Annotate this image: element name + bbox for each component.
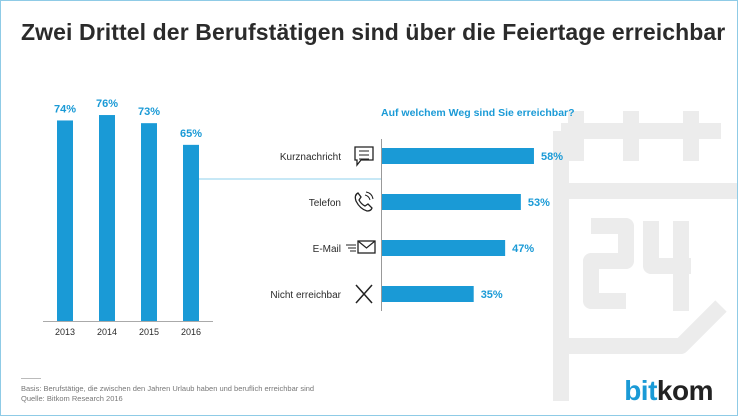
- footer-basis: Basis: Berufstätige, die zwischen den Ja…: [21, 384, 315, 393]
- data-label: 35%: [481, 289, 503, 301]
- bar-2016: [183, 144, 199, 321]
- data-label: 58%: [541, 151, 563, 163]
- bar-e-mail: [382, 240, 506, 256]
- phone-icon: [354, 191, 374, 212]
- x-tick-label: 2013: [55, 327, 75, 337]
- calendar-watermark-icon: [553, 111, 737, 401]
- footer-divider: [21, 378, 41, 379]
- bar-2014: [99, 115, 115, 321]
- bar-2015: [141, 123, 157, 321]
- x-tick-label: 2015: [139, 327, 159, 337]
- x-icon: [355, 284, 373, 304]
- bitkom-logo: bitkom: [624, 375, 713, 406]
- data-label: 65%: [180, 128, 202, 140]
- category-label: Nicht erreichbar: [270, 290, 341, 301]
- message-icon: [354, 146, 374, 167]
- bar-telefon: [382, 194, 521, 210]
- bar-kurznachricht: [382, 148, 534, 164]
- footer-source: Quelle: Bitkom Research 2016: [21, 394, 123, 403]
- x-tick-label: 2014: [97, 327, 117, 337]
- category-label: Kurznachricht: [280, 152, 341, 163]
- category-label: E-Mail: [313, 244, 341, 255]
- data-label: 74%: [54, 103, 76, 115]
- chart-subtitle: Auf welchem Weg sind Sie erreichbar?: [381, 107, 575, 119]
- data-label: 73%: [138, 106, 160, 118]
- bar-2013: [57, 120, 73, 322]
- category-label: Telefon: [309, 198, 341, 209]
- data-label: 47%: [512, 243, 534, 255]
- x-tick-label: 2016: [181, 327, 201, 337]
- page-title: Zwei Drittel der Berufstätigen sind über…: [21, 19, 726, 45]
- data-label: 76%: [96, 98, 118, 110]
- data-label: 53%: [528, 197, 550, 209]
- email-icon: [346, 240, 376, 254]
- bar-nicht-erreichbar: [382, 286, 474, 302]
